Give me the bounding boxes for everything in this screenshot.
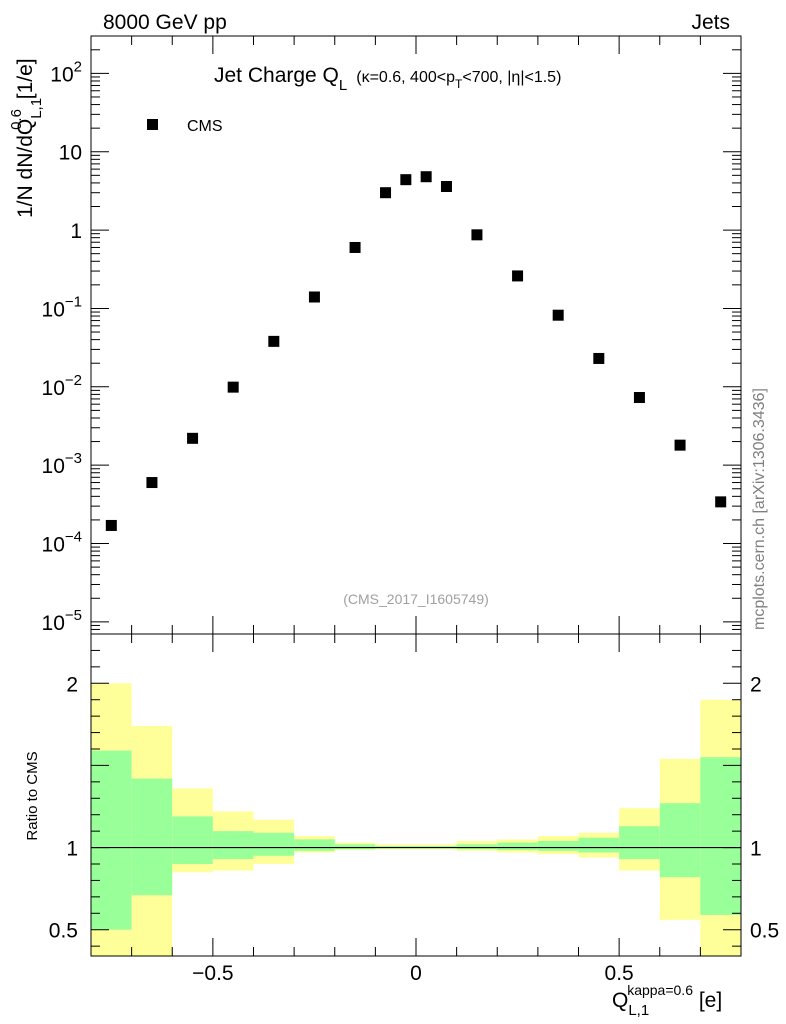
side-label: mcplots.cern.ch [arXiv:1306.3436] <box>751 388 768 630</box>
data-point <box>308 291 320 303</box>
ratio-x-axis: −0.5 0 0.5 <box>90 634 742 985</box>
ratio-band-inner <box>294 839 335 851</box>
title-suffix-part-2: <700, |η|<1.5) <box>462 69 561 86</box>
ratio-band-inner <box>497 842 538 851</box>
y-tick-label: 102 <box>50 58 82 86</box>
ylabel-unit: [1/e] <box>14 58 37 105</box>
xlabel-subscript: L,1 <box>628 1002 649 1019</box>
data-point <box>512 270 524 282</box>
xlabel-superscript: kappa=0.6 <box>627 982 693 998</box>
ratio-bands <box>91 683 741 956</box>
header-left-label: 8000 GeV pp <box>103 11 227 34</box>
data-point <box>420 171 432 183</box>
y-tick-base: 10 <box>59 142 82 165</box>
ratio-y-tick-label-right: 0.5 <box>750 920 779 943</box>
title-suffix: (κ=0.6, 400<pT<700, |η|<1.5) <box>356 69 561 91</box>
ratio-band-inner <box>172 816 213 864</box>
legend-label-cms: CMS <box>187 118 223 135</box>
ratio-y-axis-label: Ratio to CMS <box>24 751 41 840</box>
ylabel-main: 1/N dN/dQ <box>14 119 37 218</box>
data-point <box>633 392 645 404</box>
ratio-band-inner <box>253 832 295 856</box>
x-tick-label: 0 <box>410 962 422 985</box>
ylabel-subscript: L,1 <box>28 98 45 119</box>
y-tick-base: 10 <box>42 455 65 478</box>
y-tick-label: 10−5 <box>42 607 82 635</box>
ratio-band-inner <box>456 844 498 850</box>
y-tick-base: 1 <box>70 220 82 243</box>
data-point <box>146 477 158 489</box>
y-tick-label: 10−3 <box>42 450 82 478</box>
y-tick-exponent: 2 <box>74 58 82 75</box>
ratio-panel: 2 2 1 1 0.5 0.5 −0.5 0 0.5 Ratio to CMS QL,1 kap… <box>24 633 779 1019</box>
y-tick-label: 10−1 <box>42 293 82 321</box>
analysis-watermark: (CMS_2017_I1605749) <box>343 591 489 607</box>
ratio-band-inner <box>91 750 132 930</box>
y-tick-exponent: −2 <box>65 372 82 389</box>
main-y-axis-label: 1/N dN/dQL,10.6 [1/e] <box>8 58 45 218</box>
main-data-points <box>105 171 727 531</box>
y-tick-label: 10 <box>59 142 82 165</box>
ratio-band-inner <box>659 803 701 878</box>
data-point <box>674 439 686 451</box>
main-title: Jet Charge QL (κ=0.6, 400<pT<700, |η|<1.5… <box>214 64 561 94</box>
x-tick-label: 0.5 <box>605 962 634 985</box>
y-tick-exponent: −3 <box>65 450 82 467</box>
ratio-y-tick-label: 1 <box>66 838 78 861</box>
y-tick-exponent: −4 <box>65 529 82 546</box>
data-point <box>105 519 117 531</box>
y-tick-exponent: −1 <box>65 293 82 310</box>
header-right-label: Jets <box>691 11 730 34</box>
main-x-ticks <box>90 36 742 634</box>
y-tick-base: 10 <box>50 63 73 86</box>
data-point <box>440 181 452 193</box>
y-tick-base: 10 <box>42 377 65 400</box>
data-point <box>380 187 392 199</box>
y-tick-exponent: −5 <box>65 607 82 624</box>
data-point <box>349 241 361 253</box>
ratio-band-inner <box>578 837 620 853</box>
x-axis-label: QL,1 kappa=0.6 [e] <box>612 982 722 1019</box>
title-suffix-part-1: (κ=0.6, 400<p <box>356 69 455 86</box>
ratio-band-inner <box>619 826 660 860</box>
ratio-band-inner <box>212 831 254 860</box>
ratio-y-tick-label: 0.5 <box>49 920 78 943</box>
y-tick-base: 10 <box>42 534 65 557</box>
y-tick-base: 10 <box>42 298 65 321</box>
title-suffix-sub-T: T <box>455 77 463 91</box>
ratio-y-tick-label: 2 <box>66 673 78 696</box>
data-point <box>227 381 239 393</box>
ratio-band-inner <box>537 841 579 851</box>
y-tick-base: 10 <box>42 612 65 635</box>
ratio-band-inner <box>700 757 741 915</box>
ratio-y-tick-label-right: 1 <box>750 838 762 861</box>
y-tick-label: 10−2 <box>42 372 82 400</box>
title-subscript: L <box>339 77 347 94</box>
ylabel-superscript: 0.6 <box>8 109 25 130</box>
ratio-band-inner <box>334 844 376 850</box>
legend-marker-cms <box>147 119 158 130</box>
x-tick-label: −0.5 <box>192 962 233 985</box>
data-point <box>187 432 199 444</box>
data-point <box>552 309 564 321</box>
xlabel-unit: [e] <box>693 989 722 1012</box>
data-point <box>400 174 412 186</box>
data-point <box>471 229 483 241</box>
data-point <box>715 496 727 508</box>
ratio-y-axis: 2 2 1 1 0.5 0.5 <box>49 649 779 947</box>
data-point <box>268 335 280 347</box>
ratio-band-inner <box>131 778 173 896</box>
data-point <box>593 352 605 364</box>
ratio-y-tick-label-right: 2 <box>750 673 762 696</box>
title-main-text: Jet Charge Q <box>214 64 339 87</box>
y-tick-label: 10−4 <box>42 529 82 557</box>
y-tick-label: 1 <box>70 220 82 243</box>
xlabel-main: Q <box>612 989 628 1012</box>
